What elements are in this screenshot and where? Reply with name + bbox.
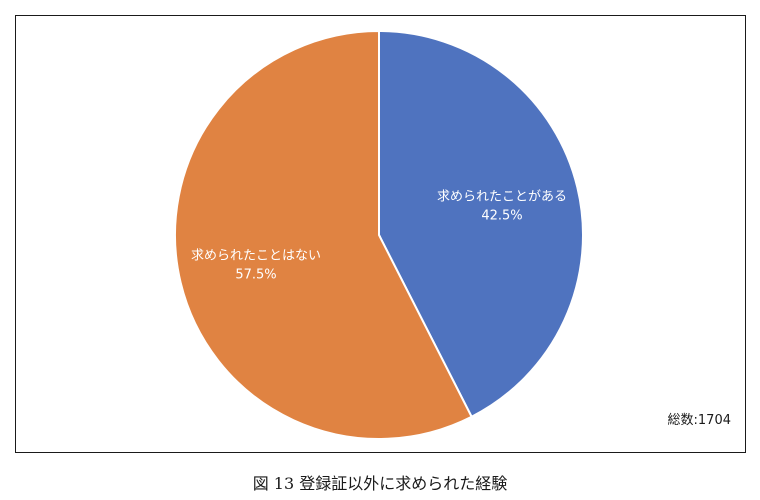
slice-category-label-1: 求められたことがある xyxy=(437,189,567,204)
pie-slices xyxy=(174,29,584,440)
pie-labels: 求められたことがある 42.5% 求められたことはない 57.5% xyxy=(191,189,567,282)
figure-caption: 図 13 登録証以外に求められた経験 xyxy=(252,474,508,493)
pie-slice-1 xyxy=(378,29,584,419)
slice-value-label-1: 42.5% xyxy=(481,208,522,223)
total-count-note: 総数:1704 xyxy=(667,413,731,428)
pie-chart: 求められたことがある 42.5% 求められたことはない 57.5% xyxy=(174,29,584,440)
slice-category-label-2: 求められたことはない xyxy=(191,249,321,264)
slice-value-label-2: 57.5% xyxy=(235,268,276,283)
chart-frame: 求められたことがある 42.5% 求められたことはない 57.5% 総数:1704 xyxy=(15,15,746,453)
pie-slice-2 xyxy=(174,29,473,440)
